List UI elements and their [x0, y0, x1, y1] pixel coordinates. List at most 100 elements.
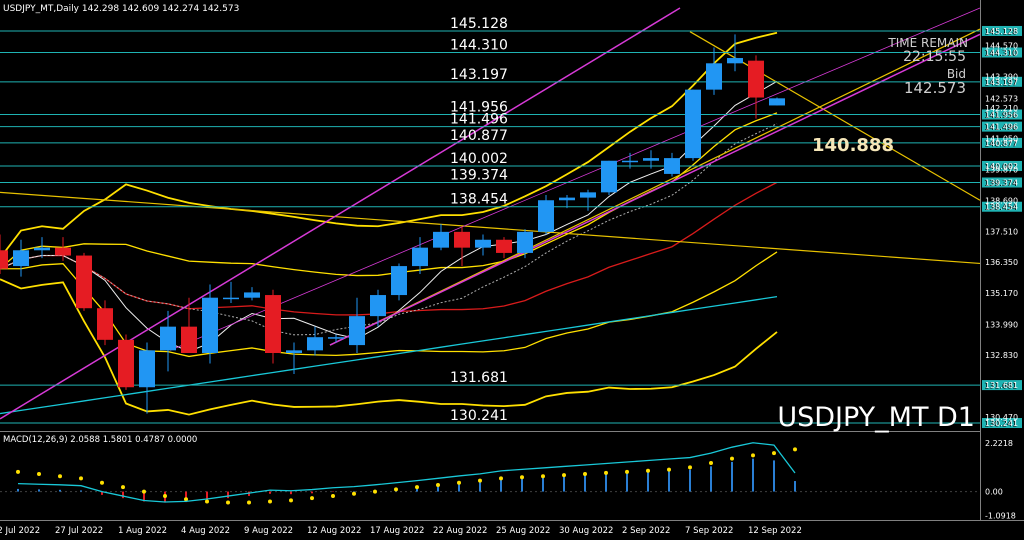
candle-body: [517, 231, 533, 253]
candle: [433, 223, 449, 251]
candle: [307, 326, 323, 356]
candle-body: [160, 326, 176, 351]
macd-signal-dot: [184, 497, 188, 502]
macd-signal-dot: [562, 473, 566, 478]
macd-signal-dot: [499, 476, 503, 481]
candle-body: [391, 266, 407, 296]
level-price-tag-text: 140.877: [984, 139, 1017, 148]
level-price-tag: [982, 137, 1022, 148]
macd-axis-label: 0.00: [985, 488, 1003, 497]
level-label: 130.241: [450, 408, 508, 424]
price-axis-label: 137.510: [985, 228, 1018, 237]
candle: [769, 97, 785, 106]
level-label: 141.956: [450, 100, 508, 116]
candle-body: [328, 337, 344, 339]
macd-signal-dot: [205, 499, 209, 504]
candle-body: [601, 160, 617, 193]
macd-signal-dot: [604, 470, 608, 475]
time-axis-label: 22 Aug 2022: [433, 526, 487, 536]
candle: [580, 189, 596, 211]
macd-main-line: [17, 442, 796, 503]
price-axis-label: 145.128: [985, 27, 1018, 36]
time-axis-label: 12 Sep 2022: [748, 526, 802, 536]
candle: [76, 252, 92, 311]
candle: [538, 194, 554, 235]
candle-body: [139, 350, 155, 388]
macd-signal-dot: [415, 485, 419, 490]
candle-body: [580, 192, 596, 198]
bollinger-upper: [0, 31, 778, 259]
candle: [475, 234, 491, 256]
time-axis-label: 22 Jul 2022: [0, 526, 40, 536]
chart-header: USDJPY_MT,Daily 142.298 142.609 142.274 …: [3, 4, 239, 14]
candle: [265, 289, 281, 364]
candle-body: [55, 247, 71, 256]
price-axis-label: 131.681: [985, 381, 1018, 390]
macd-signal-dot: [79, 476, 83, 481]
macd-axis-label: 2.2218: [985, 439, 1013, 448]
price-axis-label: 132.830: [985, 351, 1018, 360]
candle: [244, 287, 260, 301]
candle: [685, 89, 701, 161]
time-axis-label: 12 Aug 2022: [307, 526, 361, 536]
candle-body: [454, 231, 470, 248]
candle-body: [370, 295, 386, 317]
candle-body: [706, 63, 722, 90]
time-axis-label: 1 Aug 2022: [118, 526, 167, 536]
macd-signal-dot: [772, 451, 776, 456]
level-price-tag-text: 138.454: [984, 203, 1017, 212]
time-axis-label: 17 Aug 2022: [370, 526, 424, 536]
symbol-watermark: USDJPY_MT D1: [777, 402, 975, 433]
candle-body: [727, 58, 743, 64]
macd-signal-dot: [37, 472, 41, 477]
candle-body: [76, 255, 92, 309]
candle-body: [286, 350, 302, 353]
macd-signal-dot: [646, 468, 650, 473]
candle-body: [622, 160, 638, 163]
macd-signal-dot: [625, 469, 629, 474]
trend-line-descending: [0, 191, 981, 265]
candle-body: [559, 197, 575, 201]
candle-body: [496, 239, 512, 253]
channel-mid: [169, 7, 981, 351]
ma-red: [0, 181, 778, 316]
level-price-tag-text: 145.128: [984, 27, 1017, 36]
time-axis-label: 4 Aug 2022: [181, 526, 230, 536]
price-axis-label: 141.050: [985, 134, 1018, 143]
level-price-tag: [982, 25, 1022, 36]
macd-signal-dot: [58, 474, 62, 479]
candle-body: [223, 297, 239, 300]
level-price-tag-text: 140.002: [984, 162, 1017, 171]
candle: [34, 237, 50, 259]
level-label: 140.877: [450, 128, 508, 144]
candle-body: [265, 295, 281, 353]
candle: [391, 263, 407, 301]
macd-signal-dot: [709, 461, 713, 466]
candle-body: [433, 231, 449, 248]
macd-signal-dot: [247, 500, 251, 505]
candle-body: [202, 297, 218, 353]
level-price-tag: [982, 418, 1022, 429]
time-axis-label: 7 Sep 2022: [685, 526, 733, 536]
time-axis-label: 2 Sep 2022: [622, 526, 670, 536]
candle: [412, 237, 428, 274]
level-label: 141.496: [450, 112, 508, 128]
macd-signal-dot: [394, 487, 398, 492]
candle: [622, 152, 638, 169]
macd-signal-dot: [541, 474, 545, 479]
macd-signal-dot: [163, 493, 167, 498]
price-axis-label: 130.470: [985, 413, 1018, 422]
bid-label: Bid: [947, 67, 966, 81]
level-price-tag: [982, 201, 1022, 212]
big-level-label: 140.888: [812, 135, 894, 156]
price-axis-label: 142.210: [985, 104, 1018, 113]
macd-signal-dot: [331, 493, 335, 498]
candle-body: [664, 158, 680, 174]
price-axis-label: 141.956: [985, 111, 1018, 120]
candle-body: [34, 247, 50, 251]
candle-body: [349, 316, 365, 346]
macd-signal-dot: [730, 456, 734, 461]
candle: [202, 284, 218, 364]
macd-signal-dot: [751, 453, 755, 458]
level-label: 144.310: [450, 38, 508, 54]
